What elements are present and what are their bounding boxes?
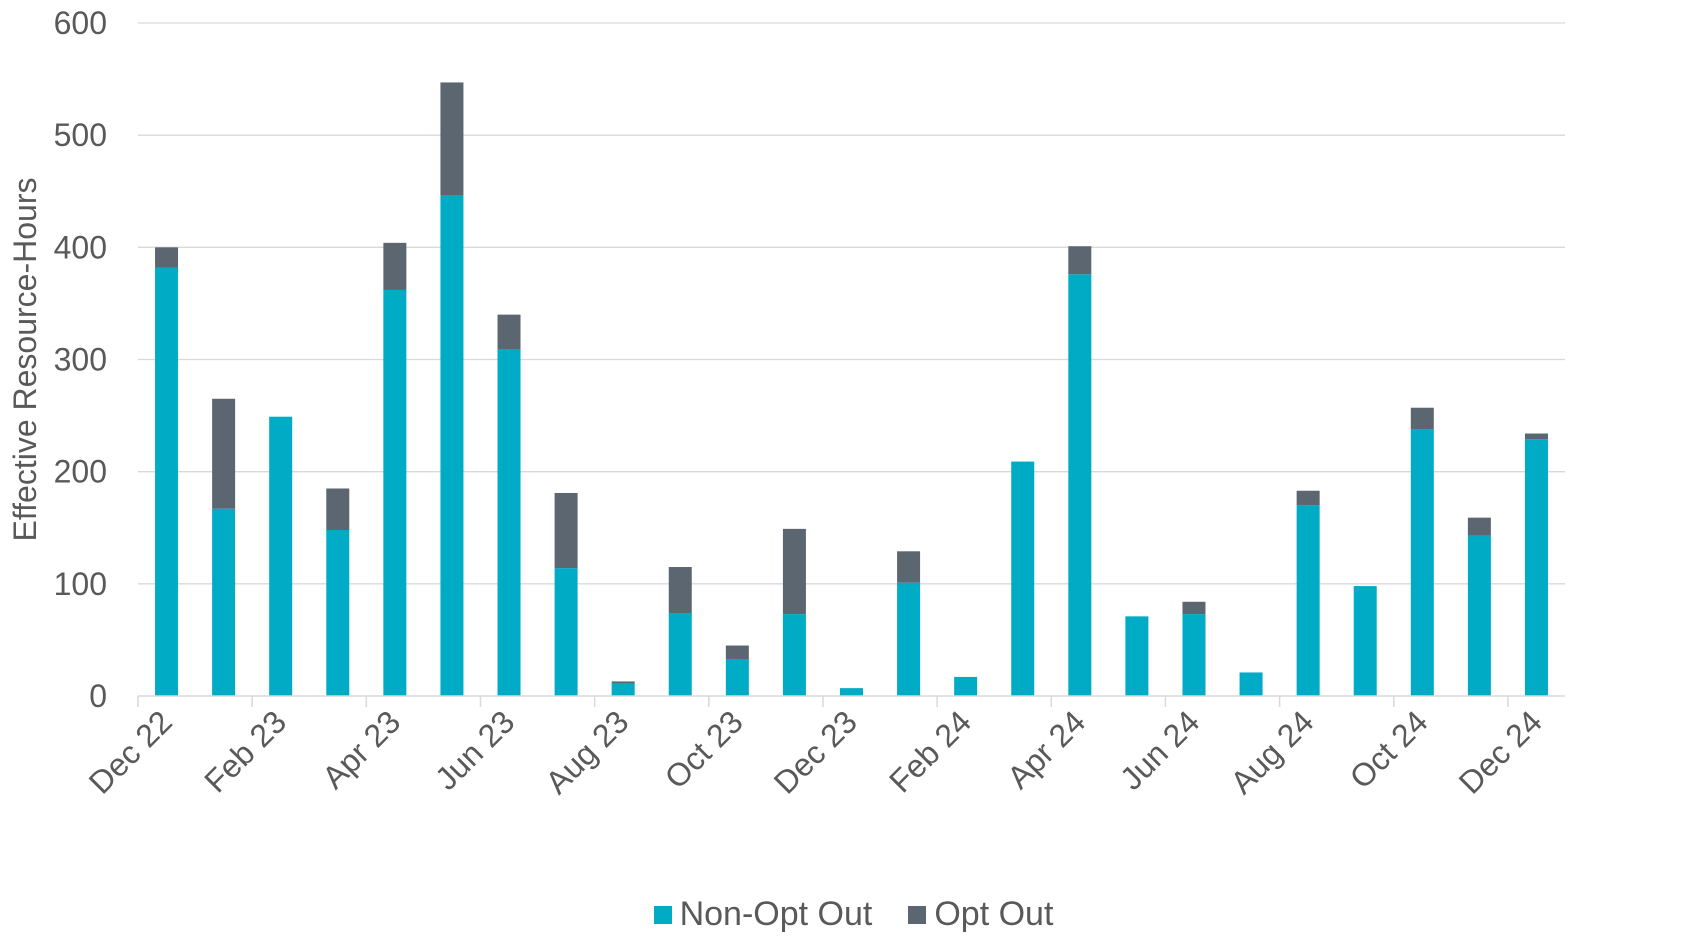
x-tick-label: Aug 23 [538,703,635,800]
x-tick-label: Dec 24 [1452,703,1549,800]
y-tick-label: 300 [54,342,107,378]
x-tick-label: Oct 24 [1343,703,1435,795]
bar-opt-out [212,398,236,509]
x-tick-label: Dec 22 [82,703,179,800]
x-tick-label: Oct 23 [658,703,750,795]
bar-non-opt-out [383,289,407,696]
bar-opt-out [326,488,350,530]
bar-non-opt-out [1011,461,1035,696]
bar-opt-out [725,645,749,659]
legend-item-non-opt-out: Non-Opt Out [653,895,873,934]
bar-opt-out [611,681,635,684]
bar-non-opt-out [1467,535,1491,696]
bar-non-opt-out [497,349,521,696]
legend-swatch-opt-out [908,905,927,924]
bar-non-opt-out [611,683,635,696]
bar-non-opt-out [1296,505,1320,696]
bar-non-opt-out [782,614,806,696]
bar-non-opt-out [954,676,978,696]
bar-non-opt-out [1182,614,1206,696]
bar-opt-out [1182,601,1206,615]
bar-non-opt-out [212,508,236,696]
bar-opt-out [1524,433,1548,440]
bar-non-opt-out [1353,586,1377,696]
x-tick-label: Feb 23 [197,703,293,799]
x-tick-label: Jun 23 [428,703,521,796]
y-tick-label: 600 [54,5,107,41]
bar-opt-out [155,247,179,268]
bar-non-opt-out [326,529,350,696]
bar-opt-out [1068,246,1092,275]
bar-non-opt-out [840,688,863,696]
bar-non-opt-out [155,267,179,696]
bar-opt-out [1410,407,1434,430]
y-tick-label: 400 [54,229,107,265]
x-tick-label: Aug 24 [1223,703,1320,800]
x-tick-label: Feb 24 [882,703,978,799]
bar-non-opt-out [725,658,749,696]
bar-opt-out [440,82,464,196]
y-tick-label: 0 [89,678,107,714]
legend-label-non-opt-out: Non-Opt Out [679,895,873,933]
legend: Non-Opt Out Opt Out [0,895,1707,934]
bar-non-opt-out [1410,429,1434,696]
legend-label-opt-out: Opt Out [934,895,1054,933]
x-tick-label: Dec 23 [767,703,864,800]
bar-opt-out [782,528,806,615]
bar-non-opt-out [440,195,464,696]
x-tick-label: Apr 23 [315,703,407,795]
x-tick-label: Jun 24 [1113,703,1206,796]
x-tick-label: Apr 24 [1000,703,1092,795]
bar-non-opt-out [1524,439,1548,696]
y-tick-label: 500 [54,117,107,153]
y-tick-label: 200 [54,454,107,490]
bar-opt-out [554,492,578,569]
bar-opt-out [383,242,407,290]
y-tick-label: 100 [54,566,107,602]
bar-non-opt-out [1125,616,1149,696]
bar-non-opt-out [668,612,692,696]
bar-non-opt-out [897,582,921,696]
bar-opt-out [497,314,521,350]
bar-opt-out [1296,490,1320,506]
y-axis-title: Effective Resource-Hours [7,178,43,542]
bar-non-opt-out [554,568,578,696]
bar-non-opt-out [1068,274,1092,696]
bar-opt-out [1467,517,1491,536]
bar-non-opt-out [1239,672,1263,696]
bar-non-opt-out [269,416,293,696]
bar-opt-out [668,567,692,613]
legend-swatch-non-opt-out [653,905,672,924]
legend-item-opt-out: Opt Out [908,895,1053,934]
bar-opt-out [897,551,921,583]
